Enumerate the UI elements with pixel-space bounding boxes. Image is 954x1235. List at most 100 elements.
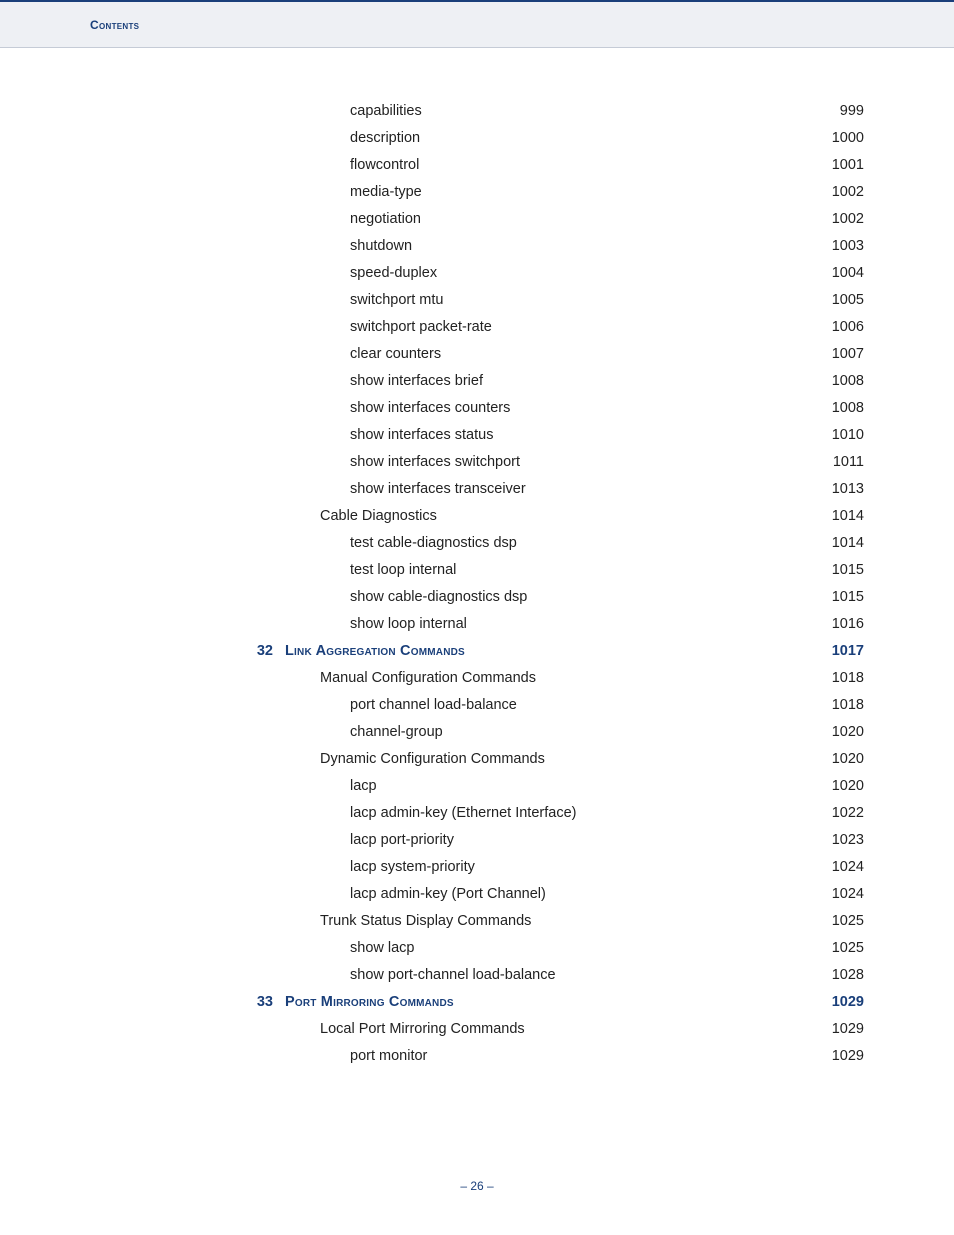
- toc-entry-page: 1011: [804, 454, 864, 470]
- toc-entry[interactable]: capabilities999: [90, 103, 864, 119]
- toc-entry-page: 1028: [804, 967, 864, 983]
- toc-entry[interactable]: media-type1002: [90, 184, 864, 200]
- toc-section-row[interactable]: 33Port Mirroring Commands1029: [90, 994, 864, 1010]
- toc-entry-label: show port-channel load-balance: [350, 967, 804, 983]
- toc-entry[interactable]: switchport mtu1005: [90, 292, 864, 308]
- toc-section-page: 1017: [804, 643, 864, 659]
- toc-entry[interactable]: port channel load-balance1018: [90, 697, 864, 713]
- toc-entry-label: port monitor: [350, 1048, 804, 1064]
- toc-entry[interactable]: Manual Configuration Commands1018: [90, 670, 864, 686]
- toc-entry[interactable]: lacp admin-key (Port Channel)1024: [90, 886, 864, 902]
- toc-entry-label: lacp: [350, 778, 804, 794]
- toc-entry-label: Cable Diagnostics: [320, 508, 804, 524]
- toc-section-number: 33: [90, 994, 285, 1010]
- toc-entry[interactable]: Trunk Status Display Commands1025: [90, 913, 864, 929]
- toc-entry[interactable]: port monitor1029: [90, 1048, 864, 1064]
- toc-entry-label: negotiation: [350, 211, 804, 227]
- toc-entry-page: 1008: [804, 400, 864, 416]
- toc-entry-page: 1007: [804, 346, 864, 362]
- toc-entry-label: channel-group: [350, 724, 804, 740]
- toc-entry-label: show lacp: [350, 940, 804, 956]
- toc-entry[interactable]: Dynamic Configuration Commands1020: [90, 751, 864, 767]
- toc-entry[interactable]: channel-group1020: [90, 724, 864, 740]
- toc-entry-page: 1013: [804, 481, 864, 497]
- toc-entry-label: switchport mtu: [350, 292, 804, 308]
- toc-entry-label: Manual Configuration Commands: [320, 670, 804, 686]
- toc-entry[interactable]: show interfaces brief1008: [90, 373, 864, 389]
- toc-entry-page: 1014: [804, 535, 864, 551]
- toc-entry[interactable]: test loop internal1015: [90, 562, 864, 578]
- toc-entry-page: 1016: [804, 616, 864, 632]
- toc-entry-label: description: [350, 130, 804, 146]
- toc-entry-label: switchport packet-rate: [350, 319, 804, 335]
- toc-entry-page: 1008: [804, 373, 864, 389]
- toc-entry-label: port channel load-balance: [350, 697, 804, 713]
- toc-entry-label: show interfaces counters: [350, 400, 804, 416]
- toc-entry-label: show interfaces status: [350, 427, 804, 443]
- toc-entry[interactable]: lacp system-priority1024: [90, 859, 864, 875]
- toc-entry-label: media-type: [350, 184, 804, 200]
- toc-section-row[interactable]: 32Link Aggregation Commands1017: [90, 643, 864, 659]
- toc-entry[interactable]: test cable-diagnostics dsp1014: [90, 535, 864, 551]
- toc-entry[interactable]: show port-channel load-balance1028: [90, 967, 864, 983]
- toc-entry-page: 1022: [804, 805, 864, 821]
- toc-entry-label: capabilities: [350, 103, 804, 119]
- toc-entry-label: show loop internal: [350, 616, 804, 632]
- toc-entry-page: 1002: [804, 184, 864, 200]
- toc-entry-label: Dynamic Configuration Commands: [320, 751, 804, 767]
- toc-entry-page: 1003: [804, 238, 864, 254]
- toc-entry-page: 1025: [804, 940, 864, 956]
- toc-entry-page: 999: [804, 103, 864, 119]
- toc-section-page: 1029: [804, 994, 864, 1010]
- toc-entry-label: Trunk Status Display Commands: [320, 913, 804, 929]
- toc-entry-page: 1015: [804, 589, 864, 605]
- toc-entry[interactable]: speed-duplex1004: [90, 265, 864, 281]
- toc-entry-page: 1020: [804, 724, 864, 740]
- toc-entry[interactable]: Cable Diagnostics1014: [90, 508, 864, 524]
- toc-entry-page: 1001: [804, 157, 864, 173]
- page-footer: – 26 –: [0, 1179, 954, 1193]
- toc-entry[interactable]: negotiation1002: [90, 211, 864, 227]
- toc-entry[interactable]: shutdown1003: [90, 238, 864, 254]
- toc-entry-page: 1024: [804, 859, 864, 875]
- toc-entry-label: flowcontrol: [350, 157, 804, 173]
- toc-entry[interactable]: description1000: [90, 130, 864, 146]
- toc-entry[interactable]: show lacp1025: [90, 940, 864, 956]
- toc-entry-label: Local Port Mirroring Commands: [320, 1021, 804, 1037]
- header-band: Contents: [0, 0, 954, 48]
- toc-entry[interactable]: lacp admin-key (Ethernet Interface)1022: [90, 805, 864, 821]
- toc-section-number: 32: [90, 643, 285, 659]
- toc-entry[interactable]: show interfaces transceiver1013: [90, 481, 864, 497]
- toc-entry[interactable]: clear counters1007: [90, 346, 864, 362]
- toc-entry[interactable]: show loop internal1016: [90, 616, 864, 632]
- toc-entry[interactable]: show interfaces counters1008: [90, 400, 864, 416]
- toc-entry-page: 1020: [804, 751, 864, 767]
- toc-entry[interactable]: lacp1020: [90, 778, 864, 794]
- toc-entry[interactable]: switchport packet-rate1006: [90, 319, 864, 335]
- toc-entry-page: 1006: [804, 319, 864, 335]
- toc-entry-page: 1025: [804, 913, 864, 929]
- toc-entry-page: 1004: [804, 265, 864, 281]
- toc-entry[interactable]: show interfaces switchport1011: [90, 454, 864, 470]
- header-label: Contents: [90, 18, 139, 32]
- toc-entry-label: lacp port-priority: [350, 832, 804, 848]
- toc-entry-page: 1014: [804, 508, 864, 524]
- toc-entry-label: show interfaces transceiver: [350, 481, 804, 497]
- toc-entry-page: 1024: [804, 886, 864, 902]
- toc-entry-page: 1029: [804, 1048, 864, 1064]
- toc-entry-label: lacp admin-key (Ethernet Interface): [350, 805, 804, 821]
- toc-entry[interactable]: show cable-diagnostics dsp1015: [90, 589, 864, 605]
- toc-entry[interactable]: show interfaces status1010: [90, 427, 864, 443]
- toc-entry-page: 1002: [804, 211, 864, 227]
- toc-entry[interactable]: lacp port-priority1023: [90, 832, 864, 848]
- toc-entry[interactable]: Local Port Mirroring Commands1029: [90, 1021, 864, 1037]
- toc-entry[interactable]: flowcontrol1001: [90, 157, 864, 173]
- toc-entry-page: 1015: [804, 562, 864, 578]
- toc-entry-label: show interfaces switchport: [350, 454, 804, 470]
- toc-entry-label: test cable-diagnostics dsp: [350, 535, 804, 551]
- toc-entry-page: 1020: [804, 778, 864, 794]
- toc-entry-label: lacp system-priority: [350, 859, 804, 875]
- toc-entry-page: 1005: [804, 292, 864, 308]
- toc-entry-label: speed-duplex: [350, 265, 804, 281]
- toc-entry-page: 1018: [804, 697, 864, 713]
